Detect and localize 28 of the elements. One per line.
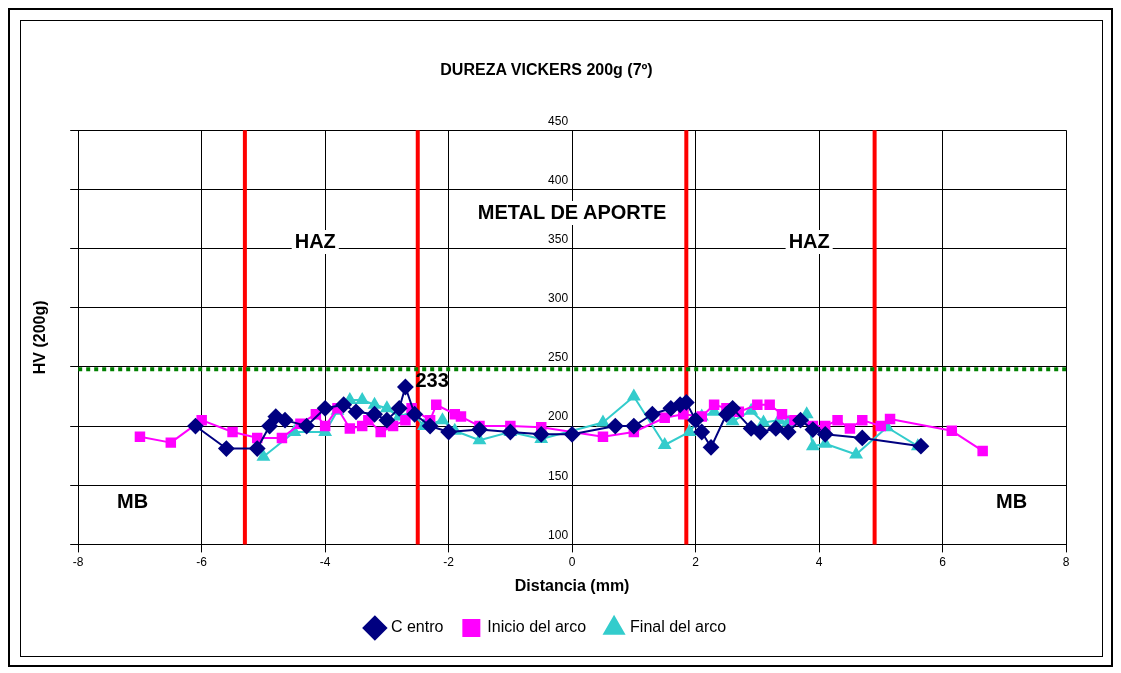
x-axis-title: Distancia (mm)	[514, 576, 630, 594]
y-tick-label: 450	[548, 113, 569, 128]
y-tick-label: 200	[548, 409, 569, 424]
y-tick-label: 350	[548, 231, 569, 246]
x-tick-label: 2	[692, 554, 700, 569]
x-tick-label: -4	[319, 554, 331, 569]
y-tick-label: 150	[548, 468, 569, 483]
x-tick-label: 8	[1062, 554, 1070, 569]
legend-label: Inicio del arco	[487, 618, 587, 636]
x-tick-label: 6	[939, 554, 947, 569]
x-tick-label: -6	[196, 554, 208, 569]
y-axis-title: HV (200g)	[31, 300, 49, 375]
y-tick-label: 250	[548, 350, 569, 365]
x-tick-label: -2	[443, 554, 455, 569]
y-tick-label: 400	[548, 172, 569, 187]
annotation: HAZ	[294, 229, 336, 252]
legend-label: Final del arco	[630, 618, 727, 636]
x-tick-label: 4	[815, 554, 823, 569]
annotation: MB	[116, 490, 149, 513]
annotation: MB	[996, 490, 1028, 513]
chart-title: DUREZA VICKERS 200g (7º)	[440, 61, 653, 79]
y-tick-label: 100	[548, 527, 569, 542]
x-tick-label: -8	[72, 554, 84, 569]
annotation: METAL DE APORTE	[477, 200, 667, 223]
y-tick-label: 300	[548, 291, 569, 306]
legend-label: C entro	[390, 618, 444, 636]
annotation: HAZ	[788, 229, 830, 252]
x-tick-label: 0	[568, 554, 576, 569]
